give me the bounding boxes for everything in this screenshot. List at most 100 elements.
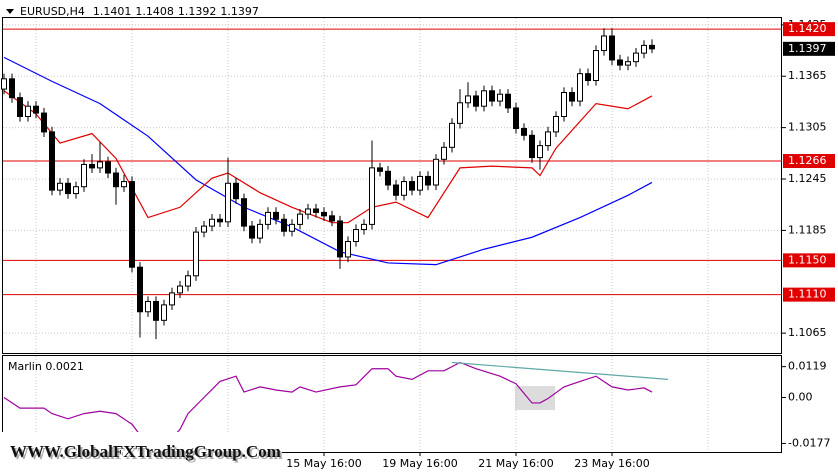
candle-body [41, 112, 47, 133]
candle-body [89, 163, 95, 169]
candle-body [137, 266, 143, 313]
candle-body [433, 158, 439, 186]
price-label: 1.1397 [788, 42, 827, 55]
candle-body [121, 181, 127, 188]
candle-body [425, 175, 431, 186]
candle-body [473, 95, 479, 107]
candle-body [481, 90, 487, 107]
dropdown-icon [6, 9, 14, 14]
header-part: 1.1397 [220, 5, 259, 18]
candle-body [361, 223, 367, 231]
candle-body [369, 167, 375, 225]
header-part: 1.1401 [93, 5, 132, 18]
candle-body [393, 184, 399, 196]
candle-body [561, 92, 567, 117]
y-tick-label: 1.1365 [788, 69, 827, 82]
candle-body [417, 175, 423, 191]
indicator-line [451, 361, 669, 380]
candle-body [313, 208, 319, 213]
candle-body [465, 95, 471, 104]
candle-body [241, 198, 247, 227]
candle-body [97, 161, 103, 169]
level-label: 1.1266 [788, 154, 827, 167]
candle-body [25, 105, 31, 117]
candle-body [225, 182, 231, 223]
y-tick-label: 1.1245 [788, 172, 827, 185]
candle-body [441, 146, 447, 160]
candle-body [161, 304, 167, 321]
candle-body [545, 131, 551, 147]
candle-body [593, 50, 599, 82]
candle-body [601, 35, 607, 52]
candle-body [489, 90, 495, 102]
candle-body [337, 220, 343, 258]
watermark: WWW.GlobalFXTradingGroup.Com [10, 442, 281, 461]
y-tick-label: 0.0119 [788, 360, 827, 373]
main-frame [2, 17, 782, 354]
y-tick-label: 1.1065 [788, 326, 827, 339]
candle-body [345, 241, 351, 258]
candle-body [233, 182, 239, 200]
candle-body [49, 131, 55, 191]
level-label-box [783, 287, 835, 302]
candle-body [193, 231, 199, 277]
candle-body [57, 182, 63, 191]
x-tick-label: 21 May 16:00 [478, 457, 553, 470]
candle-body [113, 172, 119, 188]
y-tick-label: 0.00 [788, 391, 813, 404]
candle-body [33, 105, 39, 114]
candle-body [273, 211, 279, 220]
candle-body [457, 102, 463, 124]
level-label-box [783, 154, 835, 169]
candle-body [377, 167, 383, 172]
candle-body [177, 285, 183, 294]
level-label-box [783, 22, 835, 37]
candle-body [609, 35, 615, 61]
candle-body [625, 61, 631, 66]
candle-body [497, 93, 503, 102]
candle-body [353, 229, 359, 243]
level-label: 1.1420 [788, 22, 827, 35]
x-tick-label: 23 May 16:00 [574, 457, 649, 470]
level-label: 1.1110 [788, 288, 827, 301]
level-label-box [783, 253, 835, 268]
candle-body [129, 181, 135, 268]
candle-body [321, 211, 327, 217]
candle-body [1, 78, 7, 90]
candle-body [145, 300, 151, 313]
y-tick-label: 1.1185 [788, 223, 827, 236]
candle-body [249, 225, 255, 239]
candle-body [73, 186, 79, 195]
candle-body [649, 44, 655, 50]
candle-body [9, 78, 15, 99]
level-label: 1.1150 [788, 253, 827, 266]
candle-body [297, 213, 303, 225]
indicator-line [3, 361, 653, 448]
candle-body [17, 97, 23, 117]
candle-body [449, 122, 455, 148]
candle-body [553, 115, 559, 133]
candle-body [505, 93, 511, 109]
header-part: 1.1408 [135, 5, 174, 18]
x-tick-label: 15 May 16:00 [286, 457, 361, 470]
candle-body [569, 92, 575, 102]
candle-body [633, 52, 639, 63]
y-tick-label: -0.0177 [788, 436, 830, 449]
candle-body [585, 73, 591, 82]
header-part: 1.1392 [178, 5, 217, 18]
chart-header: EURUSD,H4 1.1401 1.1408 1.1392 1.1397 [20, 5, 259, 18]
candle-body [401, 181, 407, 196]
candle-body [385, 170, 391, 186]
candle-body [81, 163, 87, 188]
candle-body [305, 208, 311, 215]
candle-body [521, 127, 527, 136]
candle-body [641, 44, 647, 54]
candle-body [577, 73, 583, 102]
candle-body [65, 182, 71, 195]
candle-body [537, 145, 543, 159]
watermark-box [0, 432, 282, 476]
x-tick-label: 19 May 16:00 [382, 457, 457, 470]
candle-body [257, 223, 263, 239]
